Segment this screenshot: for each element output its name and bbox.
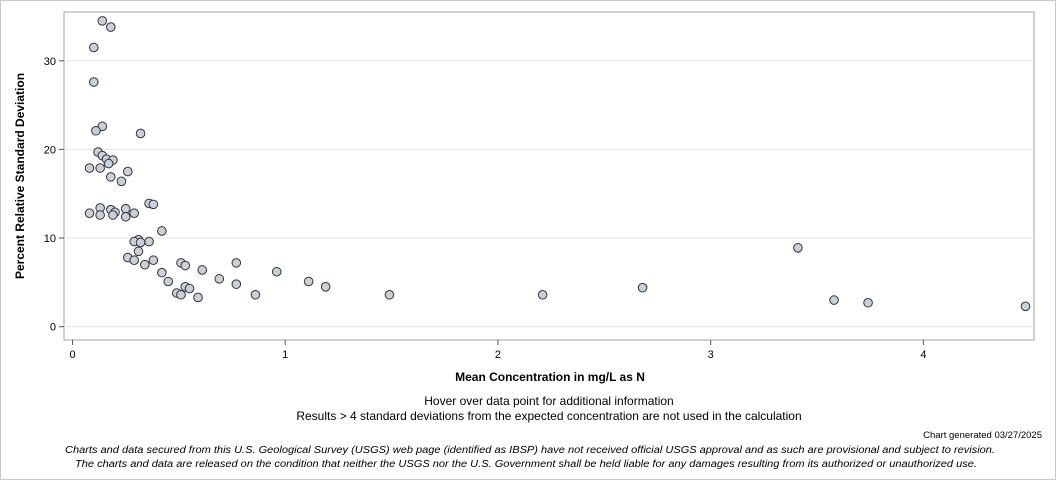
data-point[interactable] — [157, 226, 167, 236]
data-point[interactable] — [129, 255, 139, 266]
data-point[interactable] — [135, 237, 146, 248]
gridlines — [64, 60, 1034, 328]
data-point[interactable] — [176, 289, 186, 300]
x-tick-label: 4 — [920, 349, 926, 361]
data-point[interactable] — [193, 292, 203, 303]
x-tick-label: 3 — [708, 349, 714, 361]
data-point[interactable] — [123, 166, 133, 177]
data-point[interactable] — [97, 121, 108, 132]
data-point[interactable] — [95, 210, 105, 220]
data-point[interactable] — [829, 295, 839, 305]
data-point[interactable] — [95, 163, 105, 173]
data-point[interactable] — [180, 260, 191, 271]
data-point[interactable] — [250, 289, 261, 300]
y-tick-label: 10 — [44, 233, 56, 245]
data-point[interactable] — [157, 267, 167, 278]
chart-generated-date: Chart generated 03/27/2025 — [923, 430, 1042, 441]
data-point[interactable] — [103, 158, 114, 169]
disclaimer-line-1: Charts and data secured from this U.S. G… — [65, 445, 995, 456]
data-point[interactable] — [105, 22, 116, 32]
data-point[interactable] — [144, 236, 154, 247]
data-point[interactable] — [108, 210, 118, 220]
data-point[interactable] — [1020, 301, 1031, 312]
data-point[interactable] — [88, 42, 99, 53]
data-point[interactable] — [116, 176, 127, 187]
data-point[interactable] — [84, 163, 95, 173]
data-point[interactable] — [140, 259, 150, 270]
data-point[interactable] — [105, 172, 116, 182]
data-point[interactable] — [163, 276, 174, 287]
data-point[interactable] — [271, 266, 282, 277]
data-point[interactable] — [793, 243, 803, 253]
data-point[interactable] — [91, 125, 101, 136]
data-point[interactable] — [88, 77, 99, 87]
y-tick-label: 0 — [50, 322, 56, 334]
hover-hint: Hover over data point for additional inf… — [424, 394, 673, 408]
plot-area — [63, 11, 1035, 341]
data-point[interactable] — [84, 208, 95, 219]
data-point[interactable] — [184, 283, 195, 294]
x-tick-label: 0 — [69, 349, 75, 361]
data-point[interactable] — [863, 297, 873, 308]
data-point[interactable] — [120, 211, 131, 222]
y-axis-label: Percent Relative Standard Deviation — [13, 73, 27, 279]
data-point[interactable] — [148, 199, 159, 210]
data-point[interactable] — [135, 128, 146, 139]
data-point[interactable] — [637, 282, 648, 293]
data-point[interactable] — [231, 279, 242, 289]
x-tick-label: 1 — [282, 349, 288, 361]
y-tick-label: 20 — [44, 144, 56, 156]
data-point[interactable] — [148, 255, 159, 266]
data-point[interactable] — [120, 204, 131, 214]
x-tick-label: 2 — [495, 349, 501, 361]
data-point[interactable] — [214, 274, 225, 284]
data-point[interactable] — [197, 265, 208, 275]
x-axis-ticks: 0 1 2 3 4 — [69, 340, 926, 361]
exclusion-note: Results > 4 standard deviations from the… — [296, 409, 801, 423]
data-point[interactable] — [320, 282, 331, 292]
data-point[interactable] — [133, 246, 144, 257]
data-point[interactable] — [129, 208, 139, 219]
data-point[interactable] — [303, 276, 314, 287]
y-tick-label: 30 — [44, 56, 56, 68]
data-point[interactable] — [384, 289, 395, 300]
data-point[interactable] — [537, 289, 548, 300]
data-point[interactable] — [97, 16, 108, 26]
x-axis-label: Mean Concentration in mg/L as N — [455, 370, 645, 384]
data-points — [84, 16, 1031, 312]
disclaimer-line-2: The charts and data are released on the … — [75, 459, 977, 470]
data-point[interactable] — [231, 258, 242, 268]
y-axis-ticks: 0 10 20 30 — [44, 56, 64, 334]
